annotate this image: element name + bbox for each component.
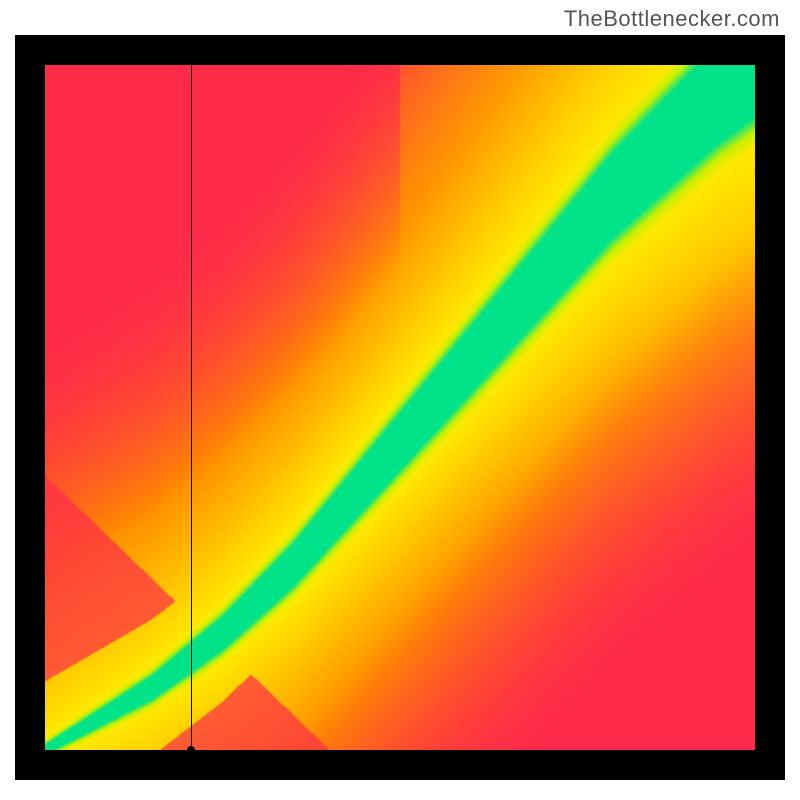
- watermark-text: TheBottlenecker.com: [564, 6, 780, 32]
- heatmap-canvas: [45, 65, 755, 750]
- crosshair-vertical: [191, 65, 192, 750]
- chart-container: TheBottlenecker.com: [0, 0, 800, 800]
- crosshair-dot: [187, 746, 195, 754]
- plot-frame: [15, 35, 785, 780]
- crosshair-horizontal: [45, 750, 755, 751]
